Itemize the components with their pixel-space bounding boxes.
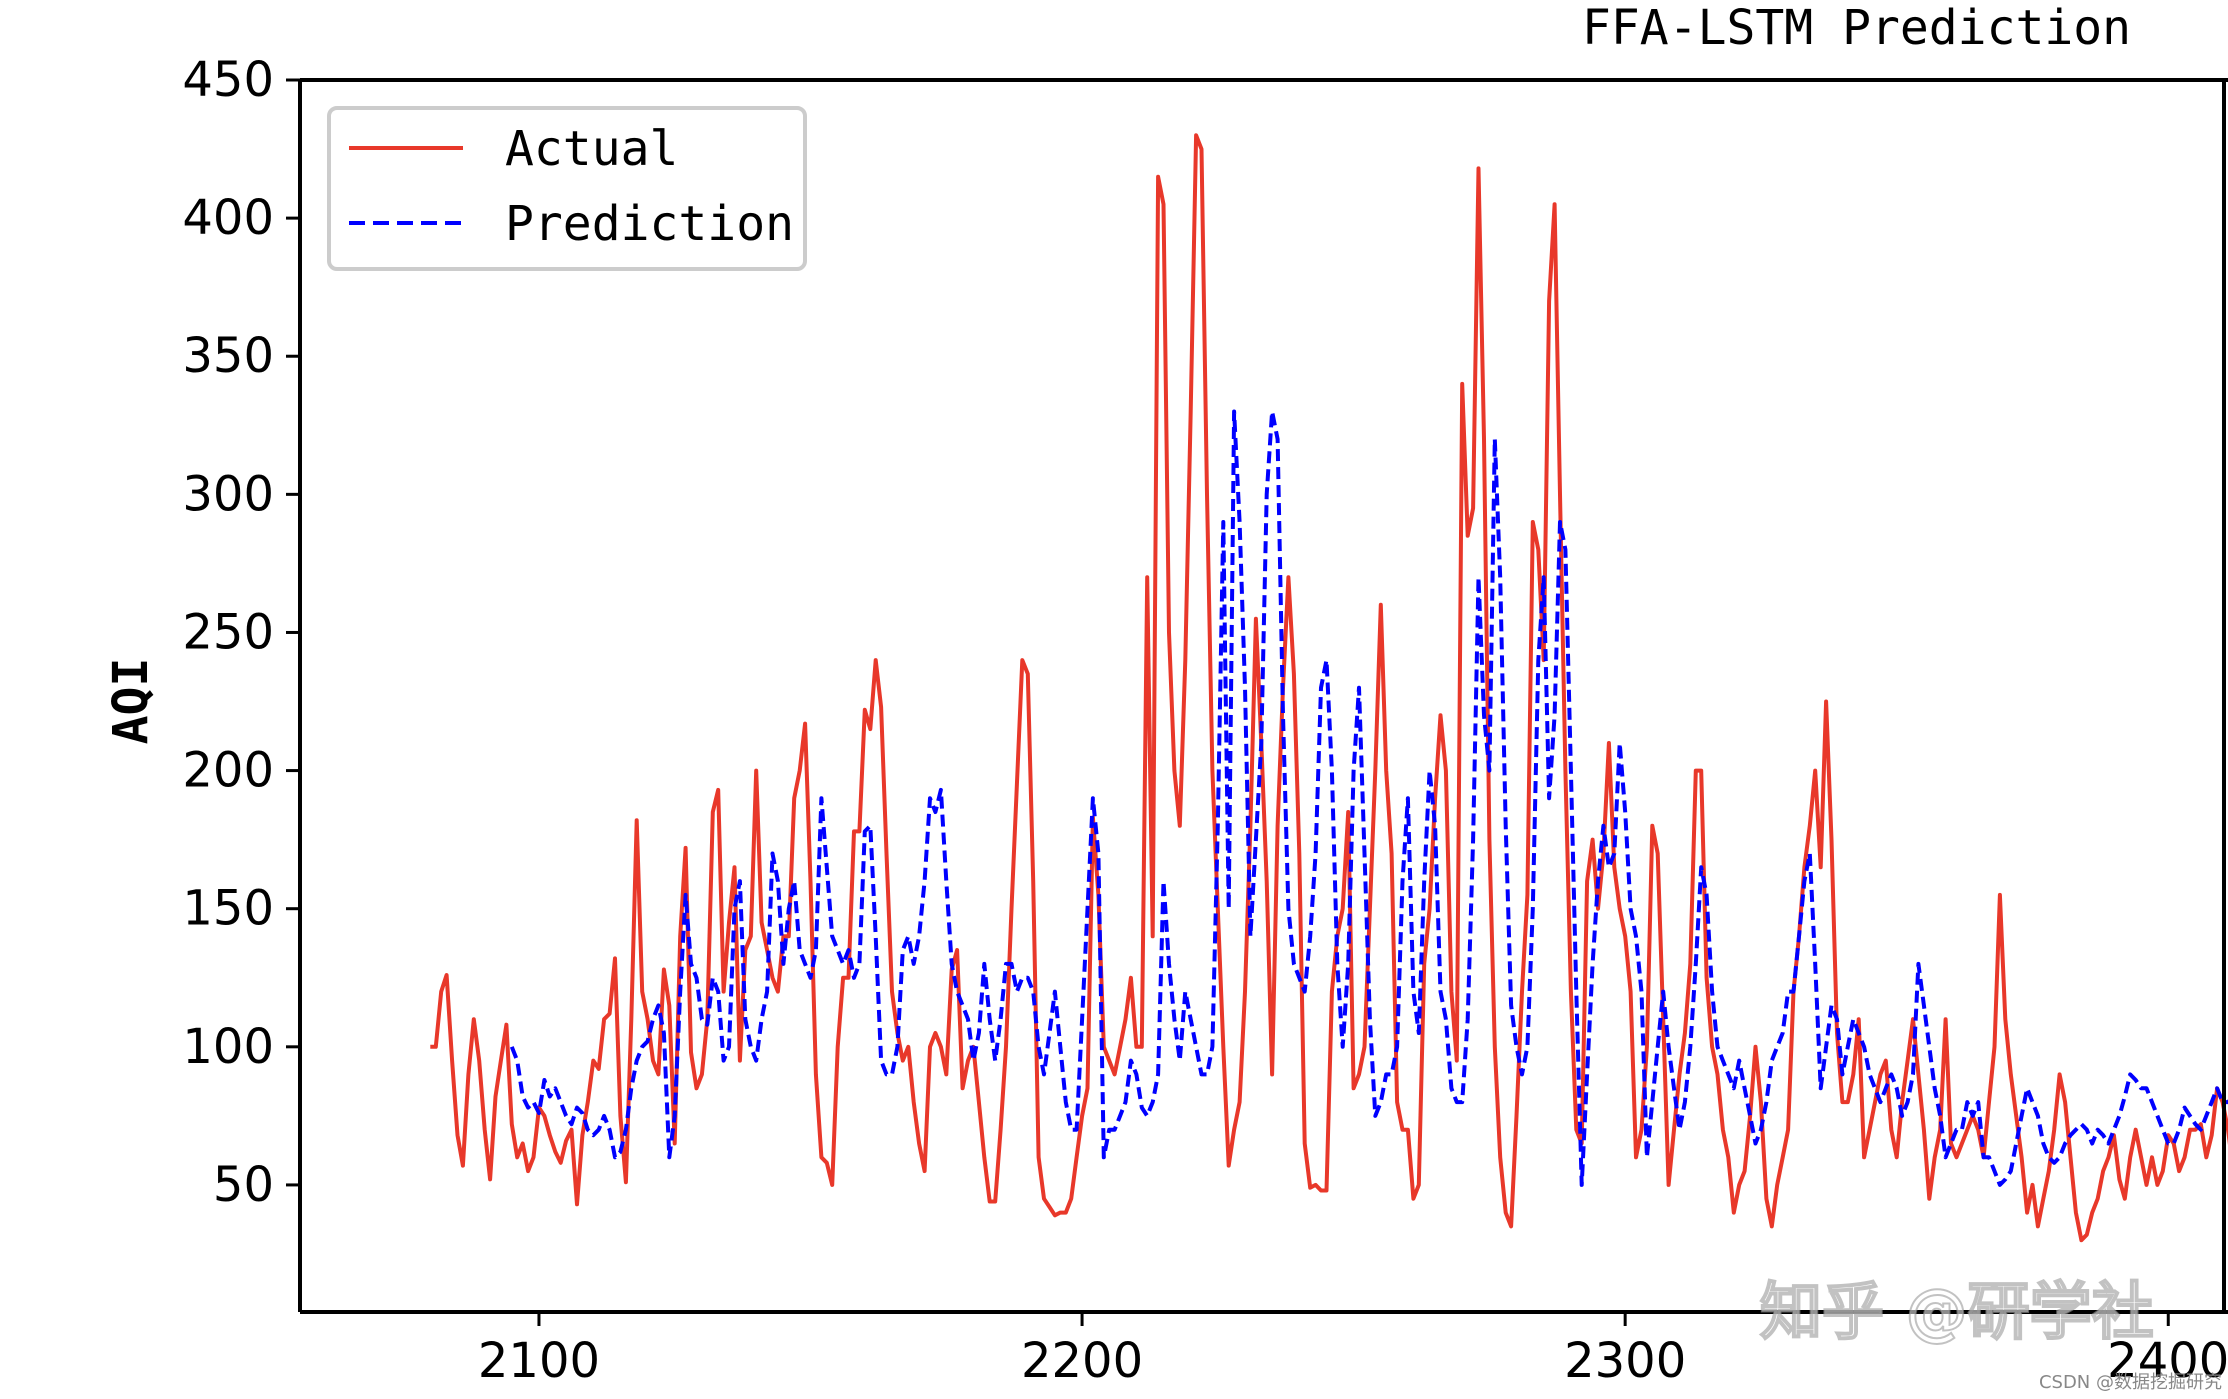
ticks-layer: 50 100 150 200 250 300 350 400 450 2100 2200 2300 24… xyxy=(182,52,2228,1389)
y-tick-label: 450 xyxy=(182,52,274,108)
y-tick-label: 200 xyxy=(182,743,274,799)
y-axis-label: AQI xyxy=(103,658,159,745)
series-line-prediction xyxy=(509,409,2228,1187)
y-tick-label: 50 xyxy=(213,1157,274,1213)
legend: Actual Prediction xyxy=(327,106,807,271)
y-tick-label: 250 xyxy=(182,604,274,660)
legend-label-actual: Actual xyxy=(505,121,678,177)
x-tick-label: 2300 xyxy=(1564,1333,1686,1389)
watermark-text: 知乎 @研学社 xyxy=(1760,1275,2154,1348)
chart-title: FFA-LSTM Prediction xyxy=(1582,0,2131,56)
corner-watermark: CSDN @数据挖掘研究 xyxy=(2039,1372,2222,1393)
y-tick-label: 350 xyxy=(182,328,274,384)
y-tick-label: 400 xyxy=(182,190,274,246)
legend-label-prediction: Prediction xyxy=(505,196,794,252)
y-tick-label: 150 xyxy=(182,881,274,937)
x-tick-label: 2100 xyxy=(478,1333,600,1389)
x-tick-label: 2400 xyxy=(2107,1333,2228,1389)
series-layer xyxy=(430,133,2228,1243)
x-tick-label: 2200 xyxy=(1021,1333,1143,1389)
y-tick-label: 100 xyxy=(182,1019,274,1075)
y-tick-label: 300 xyxy=(182,466,274,522)
